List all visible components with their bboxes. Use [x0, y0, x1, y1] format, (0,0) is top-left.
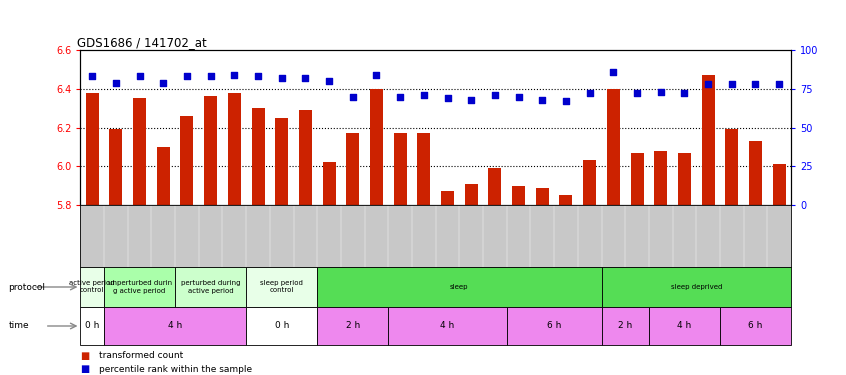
Bar — [109, 129, 123, 205]
Bar — [80, 267, 104, 307]
Bar — [441, 191, 454, 205]
Bar — [180, 116, 194, 205]
Text: 4 h: 4 h — [168, 321, 182, 330]
Text: 2 h: 2 h — [618, 321, 632, 330]
Text: time: time — [8, 321, 29, 330]
Bar — [725, 129, 739, 205]
Bar — [275, 118, 288, 205]
Text: sleep period
control: sleep period control — [261, 280, 303, 294]
Bar — [488, 168, 502, 205]
Text: percentile rank within the sample: percentile rank within the sample — [99, 364, 252, 374]
Bar — [607, 89, 620, 205]
Bar — [246, 307, 317, 345]
Bar — [370, 89, 383, 205]
Point — [536, 97, 549, 103]
Bar — [322, 162, 336, 205]
Bar — [720, 307, 791, 345]
Bar — [512, 186, 525, 205]
Bar — [417, 133, 431, 205]
Point — [299, 75, 312, 81]
Point — [607, 69, 620, 75]
Point — [725, 81, 739, 87]
Bar — [772, 164, 786, 205]
Point — [157, 80, 170, 86]
Point — [772, 81, 786, 87]
Bar — [678, 153, 691, 205]
Bar — [749, 141, 762, 205]
Point — [109, 80, 123, 86]
Bar — [559, 195, 573, 205]
Bar — [157, 147, 170, 205]
Point — [654, 89, 667, 95]
Point — [85, 74, 99, 80]
Bar — [299, 110, 312, 205]
Text: 4 h: 4 h — [678, 321, 691, 330]
Text: 2 h: 2 h — [346, 321, 360, 330]
Bar — [346, 133, 360, 205]
Point — [701, 81, 715, 87]
Text: active period
control: active period control — [69, 280, 115, 294]
Text: perturbed during
active period: perturbed during active period — [181, 280, 240, 294]
Text: GDS1686 / 141702_at: GDS1686 / 141702_at — [77, 36, 206, 49]
Bar — [583, 160, 596, 205]
Bar — [317, 307, 388, 345]
Point — [559, 98, 573, 104]
Point — [512, 93, 525, 99]
Text: sleep deprived: sleep deprived — [671, 284, 722, 290]
Point — [180, 74, 194, 80]
Point — [441, 95, 454, 101]
Point — [749, 81, 762, 87]
Bar — [602, 267, 791, 307]
Point — [275, 75, 288, 81]
Point — [630, 90, 644, 96]
Bar — [649, 307, 720, 345]
Bar — [654, 151, 667, 205]
Bar — [251, 108, 265, 205]
Text: unperturbed durin
g active period: unperturbed durin g active period — [107, 280, 172, 294]
Bar — [701, 75, 715, 205]
Point — [393, 93, 407, 99]
Point — [488, 92, 502, 98]
Text: sleep: sleep — [450, 284, 469, 290]
Text: protocol: protocol — [8, 282, 46, 291]
Point — [678, 90, 691, 96]
Bar — [104, 267, 175, 307]
Point — [251, 74, 265, 80]
Bar — [507, 307, 602, 345]
Text: ■: ■ — [80, 364, 90, 374]
Point — [346, 93, 360, 99]
Point — [133, 74, 146, 80]
Point — [204, 74, 217, 80]
Bar — [536, 188, 549, 205]
Text: transformed count: transformed count — [99, 351, 184, 360]
Point — [417, 92, 431, 98]
Bar — [104, 307, 246, 345]
Text: ■: ■ — [80, 351, 90, 360]
Bar — [246, 267, 317, 307]
Text: 0 h: 0 h — [275, 321, 288, 330]
Bar — [388, 307, 507, 345]
Bar — [393, 133, 407, 205]
Text: 6 h: 6 h — [749, 321, 762, 330]
Text: 6 h: 6 h — [547, 321, 561, 330]
Bar — [204, 96, 217, 205]
Bar — [602, 307, 649, 345]
Text: 0 h: 0 h — [85, 321, 99, 330]
Point — [228, 72, 241, 78]
Point — [322, 78, 336, 84]
Point — [464, 97, 478, 103]
Bar — [317, 267, 602, 307]
Bar — [228, 93, 241, 205]
Point — [583, 90, 596, 96]
Bar — [80, 307, 104, 345]
Bar — [85, 93, 99, 205]
Bar — [464, 184, 478, 205]
Text: 4 h: 4 h — [441, 321, 454, 330]
Bar — [133, 99, 146, 205]
Point — [370, 72, 383, 78]
Bar — [175, 267, 246, 307]
Bar — [630, 153, 644, 205]
